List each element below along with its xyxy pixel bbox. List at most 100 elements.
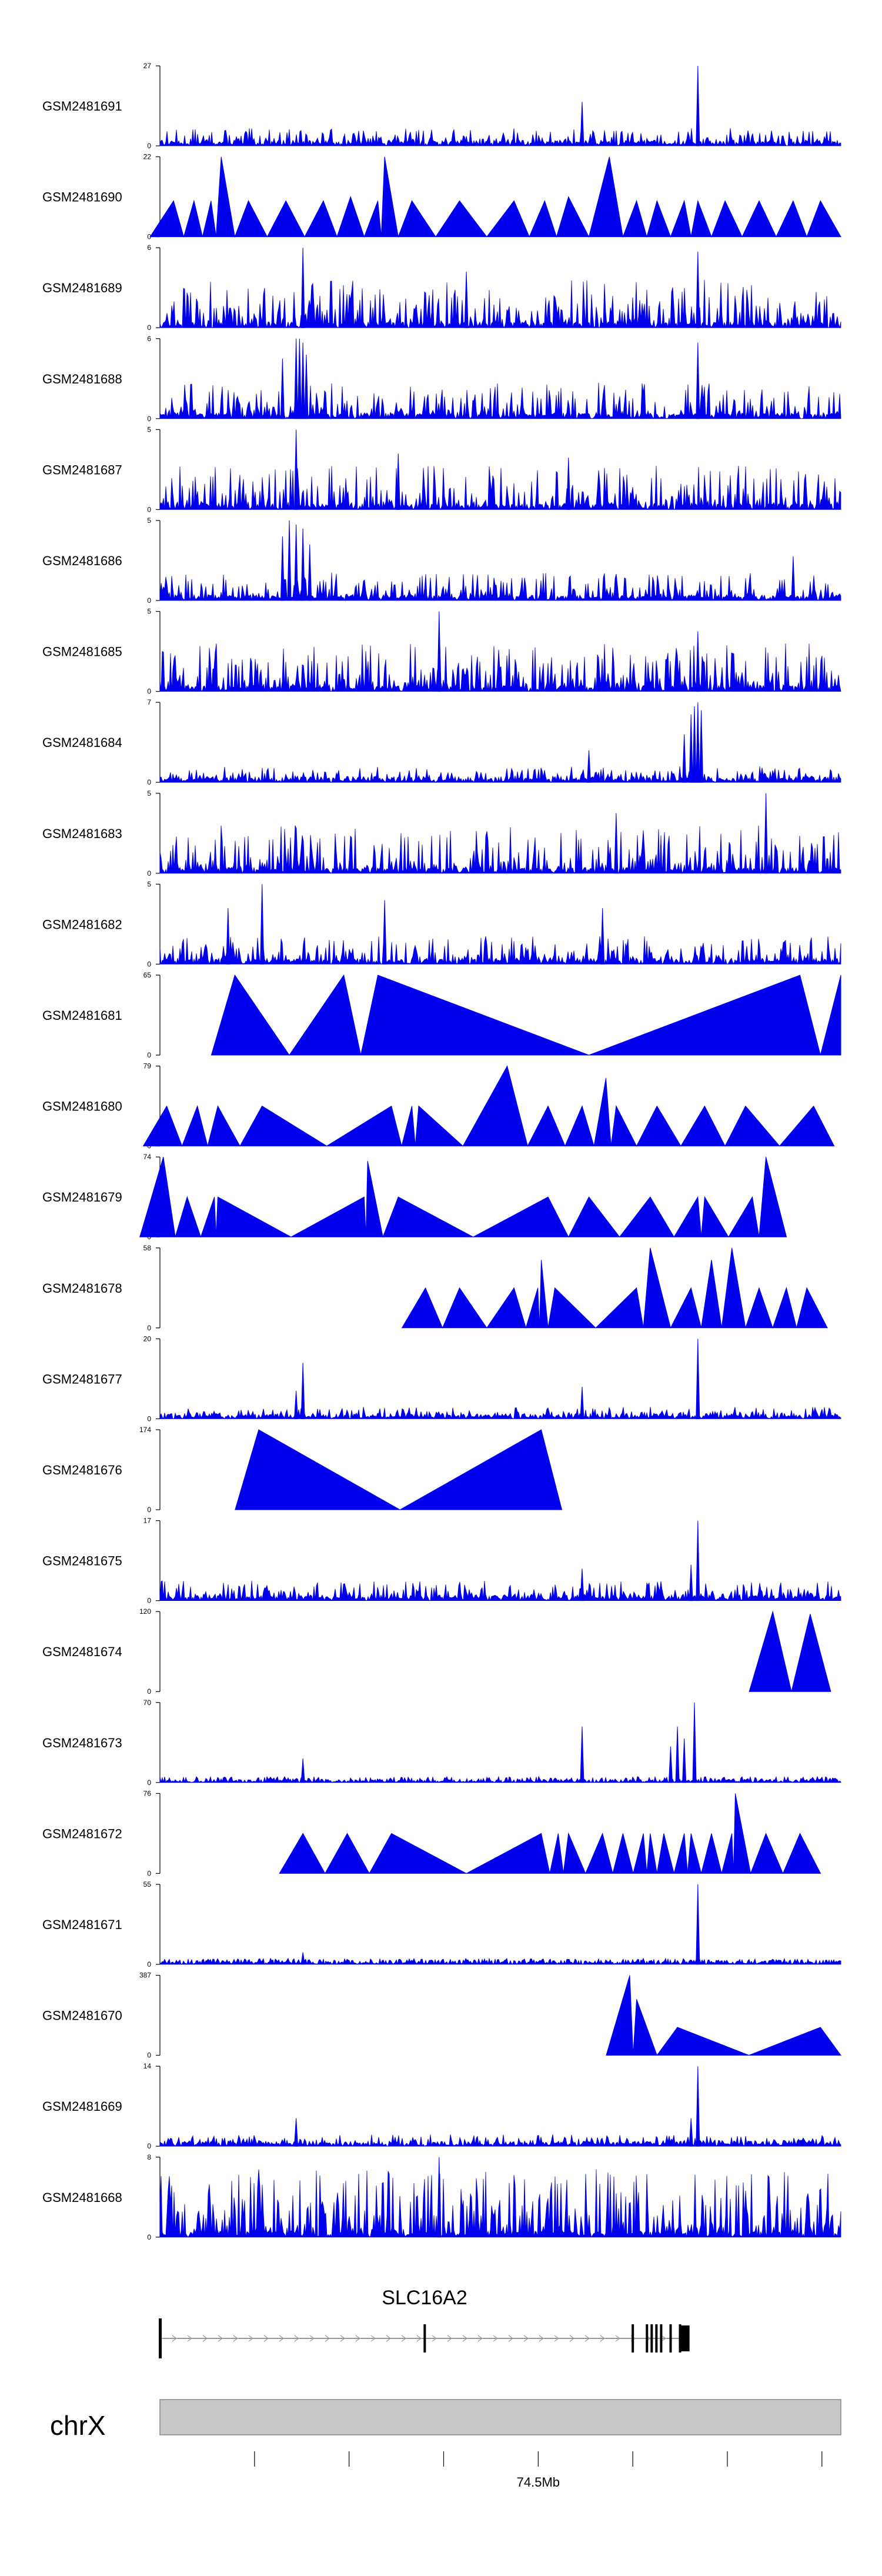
track-GSM2481672: GSM2481672 76 0 (42, 1789, 821, 1877)
signal-spike (308, 544, 312, 601)
y-zero-label: 0 (147, 505, 151, 513)
track-label: GSM2481690 (42, 190, 122, 205)
signal-area (159, 2134, 841, 2147)
signal-spike (300, 1758, 305, 1783)
track-label: GSM2481685 (42, 645, 122, 659)
chromosome-label: chrX (50, 2410, 106, 2441)
signal-spike (696, 1520, 700, 1601)
track-GSM2481686: GSM2481686 5 0 (42, 516, 841, 605)
track-label: GSM2481673 (42, 1736, 122, 1750)
signal-area (159, 128, 841, 147)
signal-spike (300, 1363, 305, 1419)
track-label: GSM2481675 (42, 1554, 122, 1569)
strand-arrow (462, 2335, 468, 2342)
y-zero-label: 0 (147, 1051, 151, 1059)
signal-spike (580, 1726, 584, 1783)
signal-spike (580, 1386, 584, 1419)
track-label: GSM2481689 (42, 281, 122, 295)
signal-spike (287, 520, 292, 601)
y-zero-label: 0 (147, 1687, 151, 1696)
signal-area (159, 1957, 841, 1966)
track-GSM2481689: GSM2481689 6 0 (42, 243, 841, 332)
gene-annotation-track: SLC16A2 (159, 2287, 690, 2358)
track-label: GSM2481677 (42, 1372, 122, 1386)
y-max-label: 5 (147, 608, 151, 616)
y-max-label: 79 (143, 1062, 152, 1070)
y-zero-label: 0 (147, 778, 151, 786)
signal-spike (675, 1726, 680, 1783)
genomic-axis: 74.5Mb (254, 2451, 823, 2490)
signal-area (606, 1975, 841, 2056)
signal-area (211, 974, 841, 1056)
strand-arrow (432, 2335, 437, 2342)
y-zero-label: 0 (147, 1324, 151, 1332)
signal-area (159, 1406, 841, 1420)
exon (660, 2324, 663, 2353)
track-GSM2481668: GSM2481668 8 0 (42, 2153, 841, 2241)
track-GSM2481669: GSM2481669 14 0 (42, 2062, 841, 2150)
axis-tick-label: 74.5Mb (517, 2475, 560, 2490)
signal-spike (280, 358, 285, 419)
y-max-label: 76 (143, 1789, 152, 1797)
track-label: GSM2481674 (42, 1644, 122, 1659)
track-GSM2481681: GSM2481681 65 0 (42, 971, 841, 1059)
signal-spike (682, 1738, 687, 1783)
signal-spike (580, 102, 584, 146)
strand-arrow (248, 2335, 254, 2342)
gene-label: SLC16A2 (382, 2287, 467, 2309)
y-max-label: 17 (143, 1517, 152, 1525)
track-label: GSM2481687 (42, 462, 122, 477)
y-zero-label: 0 (147, 233, 151, 241)
signal-spike (696, 1884, 700, 1965)
strand-arrow (584, 2335, 590, 2342)
track-GSM2481687: GSM2481687 5 0 (42, 425, 841, 513)
signal-spike (294, 1390, 299, 1419)
y-zero-label: 0 (147, 323, 151, 332)
y-max-label: 6 (147, 243, 151, 252)
signal-spike (280, 536, 285, 601)
signal-spike (614, 813, 619, 874)
signal-area (235, 1429, 563, 1510)
y-max-label: 6 (147, 335, 151, 343)
track-label: GSM2481691 (42, 99, 122, 114)
track-GSM2481678: GSM2481678 58 0 (42, 1244, 828, 1332)
signal-spike (600, 908, 605, 965)
track-GSM2481671: GSM2481671 55 0 (42, 1880, 841, 1968)
track-label: GSM2481688 (42, 372, 122, 386)
strand-arrow (218, 2335, 223, 2342)
y-zero-label: 0 (147, 1414, 151, 1423)
track-GSM2481674: GSM2481674 120 0 (42, 1607, 831, 1696)
strand-arrow (172, 2335, 178, 2342)
chromosome-band (159, 2399, 841, 2435)
strand-arrow (416, 2335, 422, 2342)
y-zero-label: 0 (147, 415, 151, 423)
signal-spike (696, 251, 700, 328)
track-label: GSM2481678 (42, 1281, 122, 1296)
signal-spike (342, 136, 346, 146)
y-zero-label: 0 (147, 688, 151, 696)
signal-spike (294, 338, 299, 419)
strand-arrow (477, 2335, 483, 2342)
signal-area (159, 465, 841, 510)
y-zero-label: 0 (147, 960, 151, 968)
signal-area (159, 766, 841, 783)
signal-spike (692, 706, 697, 783)
strand-arrow (600, 2335, 606, 2342)
track-GSM2481676: GSM2481676 174 0 (42, 1426, 563, 1514)
y-zero-label: 0 (147, 1869, 151, 1877)
strand-arrow (202, 2335, 208, 2342)
strand-arrow (615, 2335, 621, 2342)
signal-spike (300, 248, 305, 328)
signal-spike (689, 2118, 693, 2147)
strand-arrow (569, 2335, 575, 2342)
y-max-label: 7 (147, 698, 151, 706)
signal-area (159, 279, 841, 329)
signal-spike (297, 338, 302, 419)
signal-spike (294, 429, 299, 510)
strand-arrow (325, 2335, 330, 2342)
track-label: GSM2481684 (42, 735, 122, 750)
y-zero-label: 0 (147, 2233, 151, 2241)
exon (669, 2324, 672, 2353)
track-label: GSM2481671 (42, 1917, 122, 1932)
y-zero-label: 0 (147, 2142, 151, 2150)
